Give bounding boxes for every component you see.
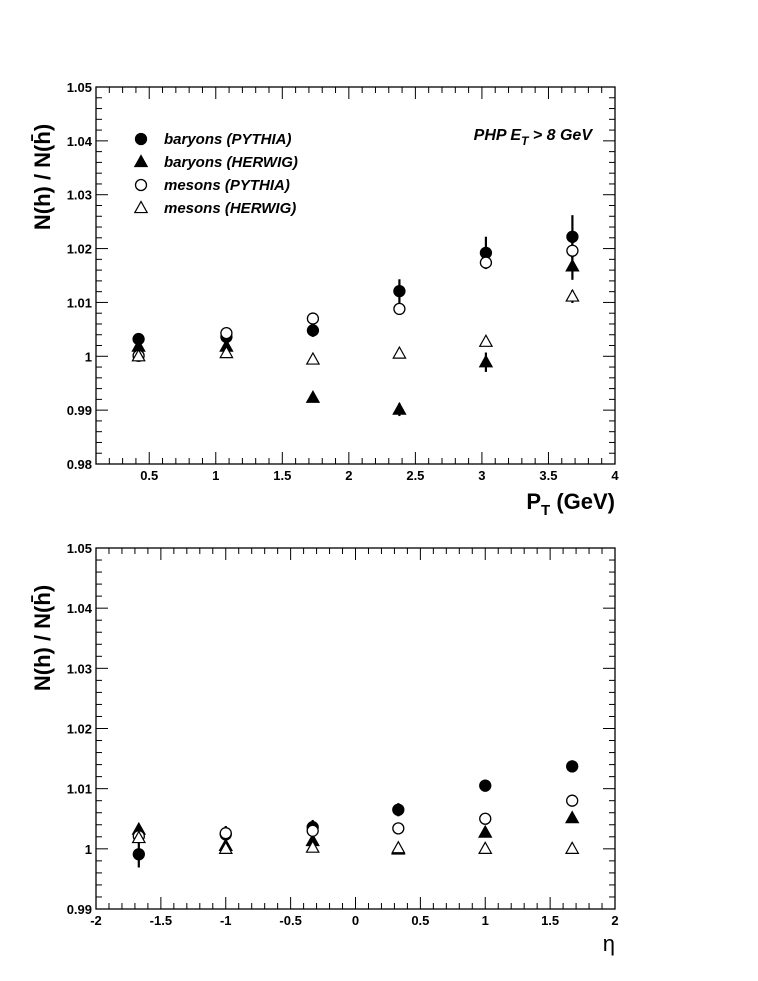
data-point xyxy=(131,830,147,844)
data-point xyxy=(565,258,580,272)
y-tick-label: 1.03 xyxy=(67,661,92,676)
y-tick-label: 1.03 xyxy=(67,188,92,203)
x-tick-label: 3.5 xyxy=(539,468,557,483)
series-open-triangle xyxy=(131,288,580,365)
x-tick-label: 0.5 xyxy=(140,468,158,483)
y-tick-label: 1.02 xyxy=(67,722,92,737)
data-point xyxy=(305,390,321,403)
data-point xyxy=(392,822,405,835)
data-point xyxy=(392,401,407,415)
y-tick-label: 1.05 xyxy=(67,541,92,556)
data-point xyxy=(565,288,580,302)
y-tick-label: 0.98 xyxy=(67,457,92,472)
data-point xyxy=(566,794,579,807)
series-filled-circle xyxy=(132,215,579,346)
data-point xyxy=(393,302,406,316)
data-point xyxy=(478,841,493,854)
x-tick-label: 2 xyxy=(345,468,352,483)
y-axis-title: N(h) / N(h̄) xyxy=(30,124,55,230)
data-point xyxy=(566,230,579,243)
chart-panel-2: 0.99 1 1.01 1.02 1.03 1.04 1.05 -2 -1.5 -1 -0.5 0 0.… xyxy=(67,541,619,928)
data-point xyxy=(479,256,493,269)
legend: baryons (PYTHIA) baryons (HERWIG) mesons (… xyxy=(133,131,298,217)
x-axis-title: PT (GeV) xyxy=(526,489,615,519)
data-point xyxy=(478,354,494,368)
x-tick-label: 2 xyxy=(611,913,618,928)
data-point xyxy=(564,810,580,824)
data-point xyxy=(306,824,319,837)
legend-label: mesons (PYTHIA) xyxy=(164,177,290,194)
series-filled-circle xyxy=(132,760,579,868)
x-tick-label: -1 xyxy=(220,913,232,928)
data-point xyxy=(478,334,494,347)
data-point xyxy=(305,839,320,853)
y-tick-label: 1.05 xyxy=(67,80,92,95)
data-point xyxy=(566,760,579,773)
data-point xyxy=(218,841,233,854)
data-point xyxy=(478,824,493,838)
series-open-triangle xyxy=(131,830,580,854)
data-point xyxy=(392,345,407,359)
data-point xyxy=(392,803,405,816)
x-tick-label: 3 xyxy=(478,468,485,483)
legend-marker xyxy=(133,154,149,168)
y-tick-label: 1 xyxy=(85,349,92,364)
legend-label: baryons (HERWIG) xyxy=(164,154,298,171)
y-tick-label: 1 xyxy=(85,842,92,857)
data-point xyxy=(566,244,579,257)
data-point xyxy=(479,779,492,792)
y-tick-label: 1.02 xyxy=(67,242,92,257)
plot-frame xyxy=(95,547,616,910)
y-tick-label: 1.01 xyxy=(67,295,92,310)
legend-marker xyxy=(133,200,149,214)
series-filled-triangle xyxy=(131,810,580,855)
legend-marker xyxy=(134,178,148,192)
legend-label: baryons (PYTHIA) xyxy=(164,131,292,148)
annotation-text: PHP ET > 8 GeV xyxy=(474,127,594,148)
x-tick-label: 1.5 xyxy=(541,913,559,928)
x-tick-label: -0.5 xyxy=(279,913,301,928)
x-tick-label: 0 xyxy=(352,913,359,928)
y-axis-title: N(h) / N(h̄) xyxy=(30,585,55,691)
plot-frame xyxy=(95,86,616,465)
x-tick-label: 0.5 xyxy=(411,913,429,928)
data-point xyxy=(305,351,321,365)
data-point xyxy=(479,812,492,825)
chart-panel-1: 0.98 0.99 1 1.01 1.02 1.03 1.04 1.05 0.5 1 1.5 2 2.5… xyxy=(67,80,620,483)
series-filled-triangle xyxy=(131,252,580,417)
data-point xyxy=(564,841,580,854)
data-point xyxy=(131,348,146,362)
data-point xyxy=(391,840,406,854)
data-point xyxy=(219,827,232,840)
x-tick-label: -2 xyxy=(90,913,102,928)
x-tick-label: 1 xyxy=(212,468,219,483)
x-tick-label: -1.5 xyxy=(150,913,172,928)
legend-label: mesons (HERWIG) xyxy=(164,200,296,217)
y-tick-label: 0.99 xyxy=(67,403,92,418)
x-tick-label: 1.5 xyxy=(273,468,291,483)
data-point xyxy=(219,345,234,359)
y-tick-label: 1.04 xyxy=(67,601,93,616)
y-tick-label: 1.04 xyxy=(67,134,93,149)
data-point xyxy=(393,284,406,298)
series-open-circle xyxy=(132,241,579,362)
data-point xyxy=(306,312,320,325)
data-point xyxy=(220,326,233,340)
data-point xyxy=(132,848,145,861)
x-axis-title: η xyxy=(603,931,615,956)
legend-marker xyxy=(134,132,148,146)
data-point xyxy=(306,324,320,337)
y-tick-label: 1.01 xyxy=(67,782,92,797)
x-tick-label: 2.5 xyxy=(406,468,424,483)
series-open-circle xyxy=(132,794,579,843)
y-tick-label: 0.99 xyxy=(67,902,92,917)
x-tick-label: 4 xyxy=(611,468,619,483)
x-tick-label: 1 xyxy=(482,913,489,928)
